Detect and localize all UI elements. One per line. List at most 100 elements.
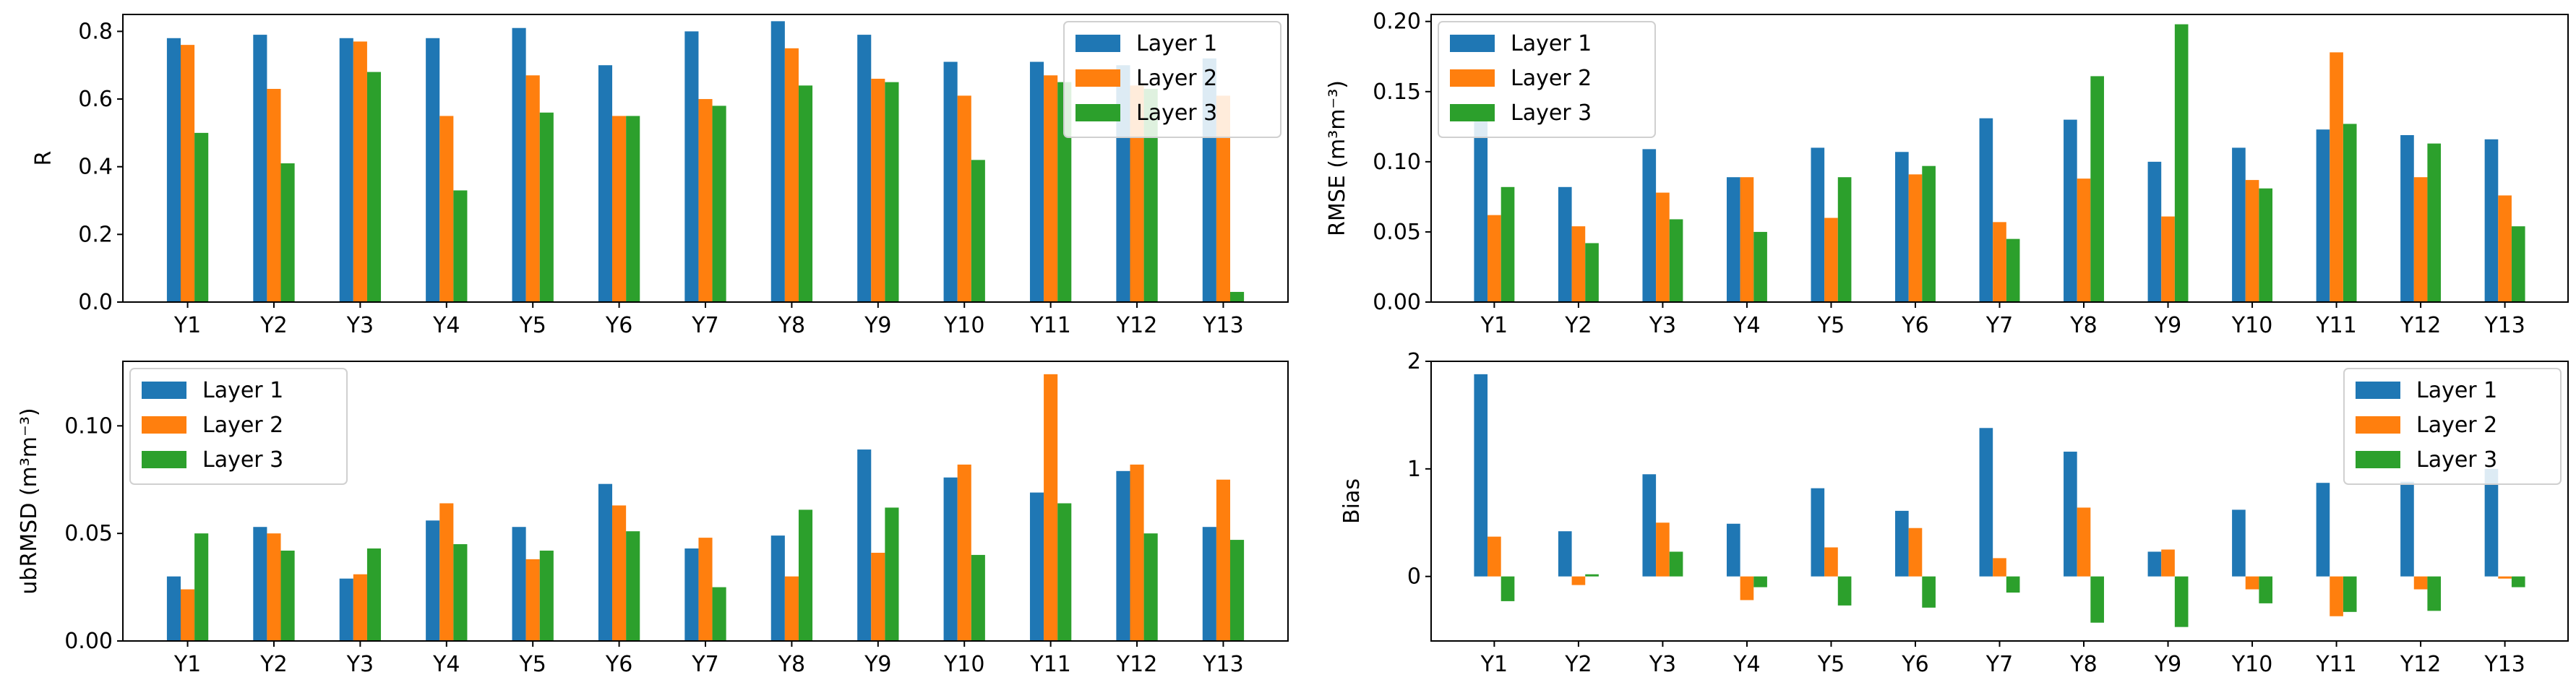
legend-swatch [142, 382, 186, 399]
y-tick-label: 0.00 [64, 629, 113, 654]
legend-swatch [1076, 69, 1120, 87]
bar-1-y2 [253, 35, 267, 303]
bar-3-y4 [453, 190, 468, 302]
bar-2-y4 [1740, 576, 1754, 601]
bar-3-y7 [712, 106, 726, 303]
bar-3-y12 [2427, 576, 2442, 611]
x-tick-label: Y6 [1901, 313, 1928, 338]
legend-label: Layer 3 [202, 447, 283, 473]
bar-2-y6 [1908, 174, 1923, 302]
bar-2-y7 [698, 99, 713, 302]
bar-2-y3 [353, 41, 367, 303]
bar-2-y1 [1487, 215, 1501, 302]
x-tick-label: Y4 [432, 652, 460, 677]
bar-2-y9 [871, 552, 885, 641]
bar-3-y5 [1837, 177, 1852, 302]
bar-1-y3 [1642, 474, 1657, 577]
bar-2-y12 [1130, 464, 1144, 641]
bar-1-y6 [598, 65, 613, 303]
bar-1-y13 [1202, 527, 1216, 641]
bar-3-y5 [1837, 576, 1852, 606]
bar-3-y8 [798, 85, 813, 302]
x-tick-label: Y5 [1817, 652, 1845, 677]
y-axis-label: R [31, 151, 56, 166]
bar-3-y13 [2511, 226, 2525, 302]
y-tick-label: 0.00 [1373, 290, 1421, 315]
bar-2-y11 [2330, 52, 2343, 303]
x-tick-label: Y4 [1733, 313, 1760, 338]
y-tick-label: 2 [1407, 349, 1421, 374]
bar-3-y1 [194, 132, 209, 302]
bar-1-y11 [2316, 129, 2330, 302]
bar-2-y11 [1044, 374, 1058, 641]
bar-3-y2 [1585, 574, 1599, 577]
bar-1-y12 [2400, 134, 2414, 302]
bar-3-y3 [1669, 219, 1683, 302]
bar-1-y7 [1979, 118, 1993, 302]
bar-2-y13 [1216, 95, 1230, 302]
x-tick-label: Y9 [864, 313, 891, 338]
y-tick-label: 0.0 [78, 290, 113, 315]
bar-3-y1 [1500, 576, 1515, 601]
legend-label: Layer 3 [1511, 100, 1592, 126]
bar-2-y10 [957, 464, 971, 641]
bar-2-y6 [612, 116, 627, 302]
y-tick-label: 0.10 [1373, 150, 1421, 175]
bar-1-y10 [943, 61, 958, 303]
x-tick-label: Y8 [2069, 313, 2097, 338]
bar-1-y4 [426, 38, 440, 302]
x-tick-label: Y10 [943, 652, 985, 677]
bar-2-y8 [784, 48, 799, 302]
x-tick-label: Y11 [1029, 313, 1071, 338]
x-tick-label: Y3 [346, 313, 374, 338]
bar-2-y5 [1824, 218, 1838, 302]
legend-swatch [2356, 416, 2400, 434]
y-axis-label: ubRMSD (m³m⁻³) [17, 408, 42, 594]
bar-1-y10 [2232, 147, 2246, 302]
x-tick-label: Y8 [778, 652, 805, 677]
bar-2-y11 [1044, 75, 1058, 302]
legend-swatch [2356, 382, 2400, 399]
bar-1-y6 [1895, 152, 1909, 302]
bar-1-y2 [253, 527, 267, 641]
x-tick-label: Y12 [2400, 652, 2442, 677]
bar-1-y5 [1811, 488, 1825, 577]
y-axis-label: RMSE (m³m⁻³) [1325, 80, 1350, 236]
bar-2-y5 [525, 559, 540, 641]
bar-1-y5 [512, 527, 526, 641]
x-tick-label: Y5 [518, 313, 546, 338]
legend-swatch [142, 416, 186, 434]
bar-3-y3 [1669, 551, 1683, 577]
x-tick-label: Y9 [2154, 313, 2181, 338]
x-tick-label: Y5 [518, 652, 546, 677]
legend-label: Layer 2 [1511, 66, 1592, 91]
bar-2-y3 [1656, 522, 1670, 577]
bar-3-y6 [1922, 165, 1936, 302]
legend-swatch [1450, 35, 1495, 52]
x-tick-label: Y3 [1649, 313, 1676, 338]
x-tick-label: Y1 [173, 652, 201, 677]
bar-2-y1 [1487, 536, 1501, 577]
x-tick-label: Y1 [1480, 652, 1508, 677]
x-tick-label: Y11 [2315, 652, 2357, 677]
bar-3-y4 [453, 544, 468, 641]
bar-3-y8 [2090, 576, 2104, 623]
bar-3-y10 [971, 554, 985, 641]
bar-1-y4 [1726, 523, 1740, 577]
bar-1-y13 [2484, 139, 2499, 302]
legend-label: Layer 1 [1511, 31, 1592, 56]
bar-3-y8 [2090, 76, 2104, 303]
y-tick-label: 0.4 [78, 155, 113, 180]
bar-3-y2 [280, 550, 295, 641]
bar-1-y11 [1029, 61, 1044, 303]
bar-2-y7 [1993, 558, 2006, 577]
bar-2-y1 [181, 589, 195, 641]
bar-3-y1 [1500, 186, 1515, 302]
bar-3-y9 [885, 507, 899, 641]
bar-2-y9 [871, 78, 885, 303]
bar-3-y6 [1922, 576, 1936, 608]
bar-3-y10 [971, 160, 985, 302]
x-tick-label: Y4 [432, 313, 460, 338]
bar-1-y11 [1029, 492, 1044, 641]
x-tick-label: Y12 [2400, 313, 2442, 338]
